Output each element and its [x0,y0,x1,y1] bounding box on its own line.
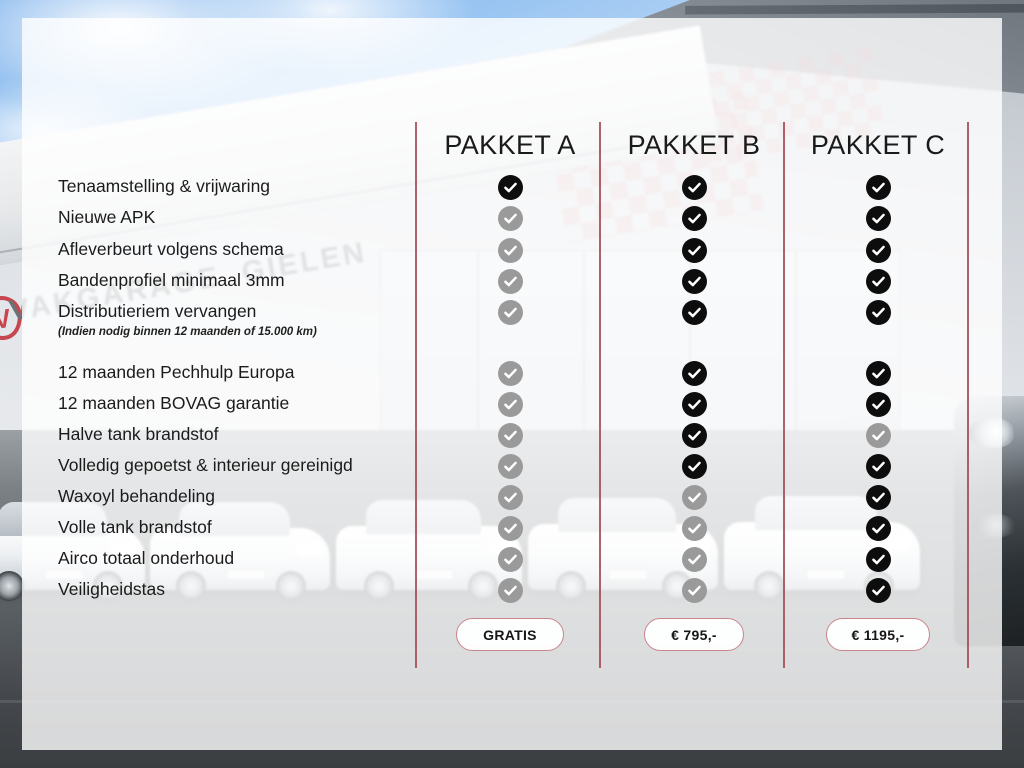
column-divider-2 [599,122,601,668]
check-circle-icon-included [681,391,707,417]
check-circle-icon-excluded [681,515,707,541]
check-circle-icon-included [681,174,707,200]
package-header-c: PAKKET C [810,130,946,160]
check-circle-icon-included [865,237,891,263]
package-header-b: PAKKET B [627,130,761,160]
check-circle-icon-included [865,515,891,541]
feature-label: 12 maanden Pechhulp Europa [58,362,295,382]
check-circle-icon-included [681,422,707,448]
check-circle-icon-excluded [497,360,523,386]
feature-label: Nieuwe APK [58,207,156,227]
check-circle-icon-excluded [497,268,523,294]
check-circle-icon-included [681,453,707,479]
check-circle-icon-included [865,205,891,231]
check-circle-icon-excluded [681,577,707,603]
check-circle-icon-included [865,546,891,572]
check-circle-icon-included [681,268,707,294]
feature-label: Tenaamstelling & vrijwaring [58,176,271,196]
check-circle-icon-excluded [497,299,523,325]
feature-note: (Indien nodig binnen 12 maanden of 15.00… [58,326,317,338]
price-badge-a[interactable]: GRATIS [456,618,564,651]
check-circle-icon-included [865,268,891,294]
feature-label: Volledig gepoetst & interieur gereinigd [58,455,353,475]
check-circle-icon-excluded [681,546,707,572]
background-roof-edge [685,4,1024,15]
check-circle-icon-excluded [497,237,523,263]
check-circle-icon-included [681,299,707,325]
check-circle-icon-included [681,360,707,386]
column-divider-1 [415,122,417,668]
check-circle-icon-excluded [497,546,523,572]
price-badge-c[interactable]: € 1195,- [826,618,930,651]
check-circle-icon-excluded [681,484,707,510]
check-circle-icon-included [681,237,707,263]
check-circle-icon-excluded [497,391,523,417]
check-circle-icon-included [497,174,523,200]
feature-label: Halve tank brandstof [58,424,219,444]
check-circle-icon-excluded [497,422,523,448]
check-circle-icon-excluded [497,205,523,231]
check-circle-icon-included [865,174,891,200]
feature-label: Waxoyl behandeling [58,486,215,506]
check-circle-icon-included [865,577,891,603]
package-header-a: PAKKET A [444,130,576,160]
column-divider-4 [967,122,969,668]
check-circle-icon-excluded [497,515,523,541]
check-circle-icon-included [865,484,891,510]
feature-label: Distributieriem vervangen [58,301,257,321]
check-circle-icon-included [865,391,891,417]
check-circle-icon-included [865,299,891,325]
feature-label: 12 maanden BOVAG garantie [58,393,290,413]
check-circle-icon-excluded [865,422,891,448]
feature-label: Airco totaal onderhoud [58,548,235,568]
check-circle-icon-included [865,453,891,479]
feature-label: Bandenprofiel minimaal 3mm [58,270,285,290]
check-circle-icon-excluded [497,577,523,603]
package-comparison-panel: PAKKET A PAKKET B PAKKET C Tenaamstelling &… [22,18,1002,750]
check-circle-icon-included [681,205,707,231]
check-circle-icon-excluded [497,484,523,510]
check-circle-icon-excluded [497,453,523,479]
check-circle-icon-included [865,360,891,386]
feature-label: Afleverbeurt volgens schema [58,239,284,259]
feature-label: Volle tank brandstof [58,517,212,537]
feature-label: Veiligheidstas [58,579,166,599]
price-badge-b[interactable]: € 795,- [644,618,744,651]
column-divider-3 [783,122,785,668]
